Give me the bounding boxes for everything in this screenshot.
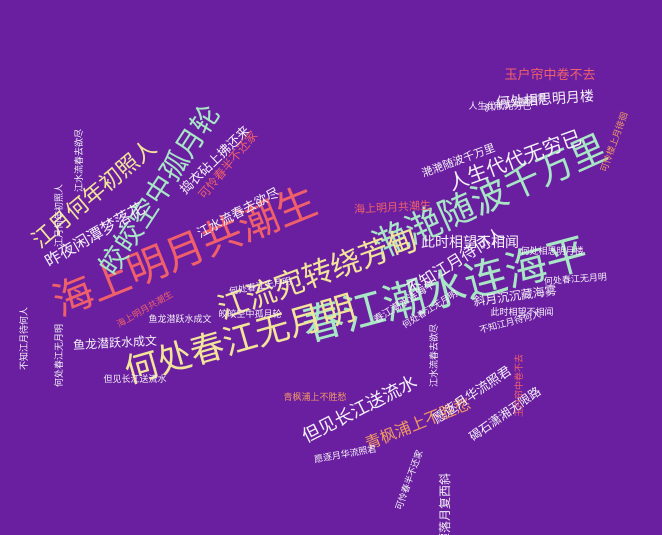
word-26: 海上明月共潮生 [353, 198, 431, 216]
word-42: 江水流春去欲尽 [74, 128, 85, 192]
word-24: 江潭落月复西斜 [438, 472, 453, 535]
word-33: 人生代代无穷已 [468, 101, 532, 112]
word-44: 不知江月待何人 [19, 306, 30, 370]
word-41: 玉户帘中卷不去 [514, 353, 525, 417]
word-29: 此时相望不相闻 [490, 307, 554, 318]
word-13: 此时相望不相闻 [421, 235, 519, 251]
word-36: 鱼龙潜跃水成文 [148, 314, 212, 325]
word-32: 可怜楼上月徘徊 [599, 110, 631, 174]
word-40: 何处春江无月明 [54, 323, 65, 387]
word-15: 玉户帘中卷不去 [504, 67, 596, 83]
word-38: 江水流春去欲尽 [429, 323, 440, 387]
word-46: 但见长江送流水 [103, 374, 167, 385]
word-45: 可怜春半不还家 [394, 448, 426, 512]
word-43: 愿逐月华流照君 [313, 444, 377, 465]
word-28: 何处相思明月楼 [520, 246, 584, 257]
word-39: 江月何年初照人 [54, 183, 65, 247]
word-48: 皎皎空中孤月轮 [218, 309, 282, 320]
word-35: 青枫浦上不胜愁 [283, 392, 347, 403]
